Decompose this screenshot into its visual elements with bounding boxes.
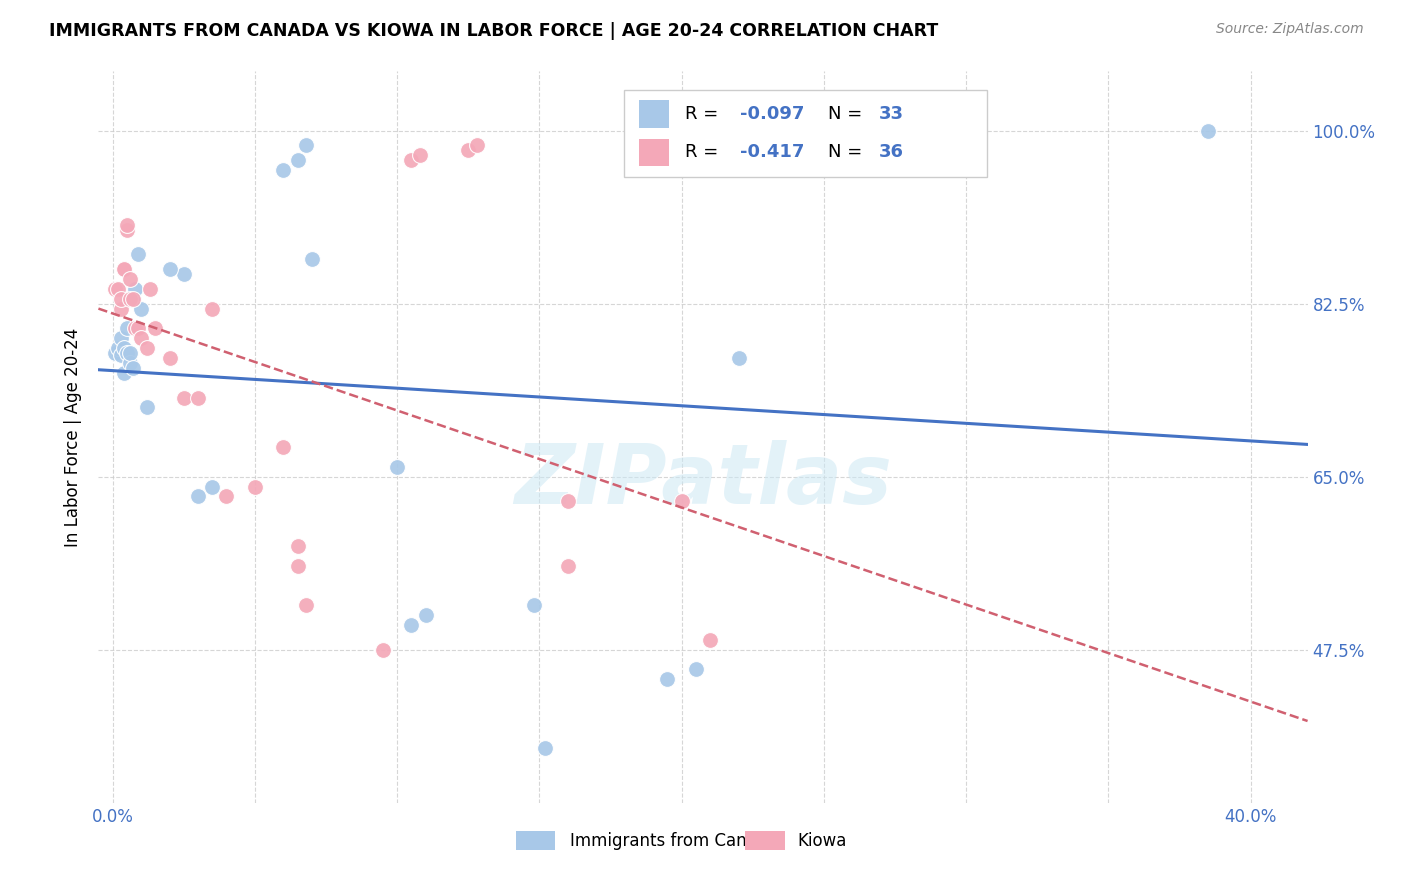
Text: -0.417: -0.417	[741, 143, 804, 161]
Point	[127, 247, 149, 261]
Point	[287, 153, 309, 168]
Point	[135, 341, 157, 355]
Point	[187, 489, 209, 503]
Point	[121, 292, 143, 306]
Point	[107, 341, 129, 355]
Point	[118, 356, 141, 370]
Point	[124, 282, 146, 296]
Point	[127, 321, 149, 335]
Point	[159, 351, 181, 365]
Point	[371, 642, 394, 657]
Point	[115, 222, 138, 236]
Point	[112, 341, 135, 355]
Point	[699, 632, 721, 647]
Text: N =: N =	[828, 104, 868, 123]
Point	[457, 144, 479, 158]
Text: -0.097: -0.097	[741, 104, 804, 123]
Point	[115, 218, 138, 232]
Text: R =: R =	[685, 104, 724, 123]
Point	[110, 348, 132, 362]
Point	[415, 607, 437, 622]
Point	[215, 489, 238, 503]
Point	[409, 148, 432, 162]
Point	[129, 331, 152, 345]
Point	[287, 558, 309, 573]
Point	[671, 494, 693, 508]
Point	[115, 321, 138, 335]
Point	[295, 598, 318, 612]
Point	[110, 301, 132, 316]
Y-axis label: In Labor Force | Age 20-24: In Labor Force | Age 20-24	[63, 327, 82, 547]
Bar	[638, 138, 669, 167]
Point	[112, 262, 135, 277]
Point	[1197, 123, 1219, 137]
Point	[273, 440, 295, 454]
Point	[129, 301, 152, 316]
Point	[115, 346, 138, 360]
Point	[685, 662, 707, 676]
Point	[523, 598, 546, 612]
Bar	[516, 830, 555, 850]
Text: Immigrants from Canada: Immigrants from Canada	[569, 832, 778, 850]
Text: IMMIGRANTS FROM CANADA VS KIOWA IN LABOR FORCE | AGE 20-24 CORRELATION CHART: IMMIGRANTS FROM CANADA VS KIOWA IN LABOR…	[49, 22, 938, 40]
Point	[401, 153, 423, 168]
Point	[110, 331, 132, 345]
Bar	[745, 830, 785, 850]
Point	[657, 672, 679, 686]
Point	[201, 301, 224, 316]
Point	[118, 272, 141, 286]
Point	[104, 346, 127, 360]
Point	[143, 321, 166, 335]
Point	[110, 292, 132, 306]
Point	[138, 282, 160, 296]
Point	[295, 138, 318, 153]
Point	[135, 401, 157, 415]
Point	[112, 366, 135, 380]
Point	[107, 282, 129, 296]
Point	[173, 391, 195, 405]
Point	[465, 138, 488, 153]
Point	[121, 292, 143, 306]
Point	[557, 558, 579, 573]
Point	[243, 479, 266, 493]
Point	[104, 282, 127, 296]
Point	[401, 618, 423, 632]
Point	[124, 321, 146, 335]
Text: N =: N =	[828, 143, 868, 161]
Point	[385, 459, 408, 474]
Point	[173, 267, 195, 281]
Text: Kiowa: Kiowa	[797, 832, 846, 850]
Point	[557, 494, 579, 508]
Point	[273, 163, 295, 178]
Bar	[638, 100, 669, 128]
Text: R =: R =	[685, 143, 724, 161]
Point	[301, 252, 323, 267]
Text: 33: 33	[879, 104, 903, 123]
Point	[159, 262, 181, 277]
Point	[534, 741, 557, 756]
Text: Source: ZipAtlas.com: Source: ZipAtlas.com	[1216, 22, 1364, 37]
Point	[201, 479, 224, 493]
Point	[287, 539, 309, 553]
Point	[112, 262, 135, 277]
Text: 36: 36	[879, 143, 903, 161]
Point	[118, 292, 141, 306]
Point	[187, 391, 209, 405]
Point	[121, 360, 143, 375]
Point	[727, 351, 749, 365]
Text: ZIPatlas: ZIPatlas	[515, 441, 891, 522]
Bar	[624, 90, 987, 178]
Point	[118, 346, 141, 360]
